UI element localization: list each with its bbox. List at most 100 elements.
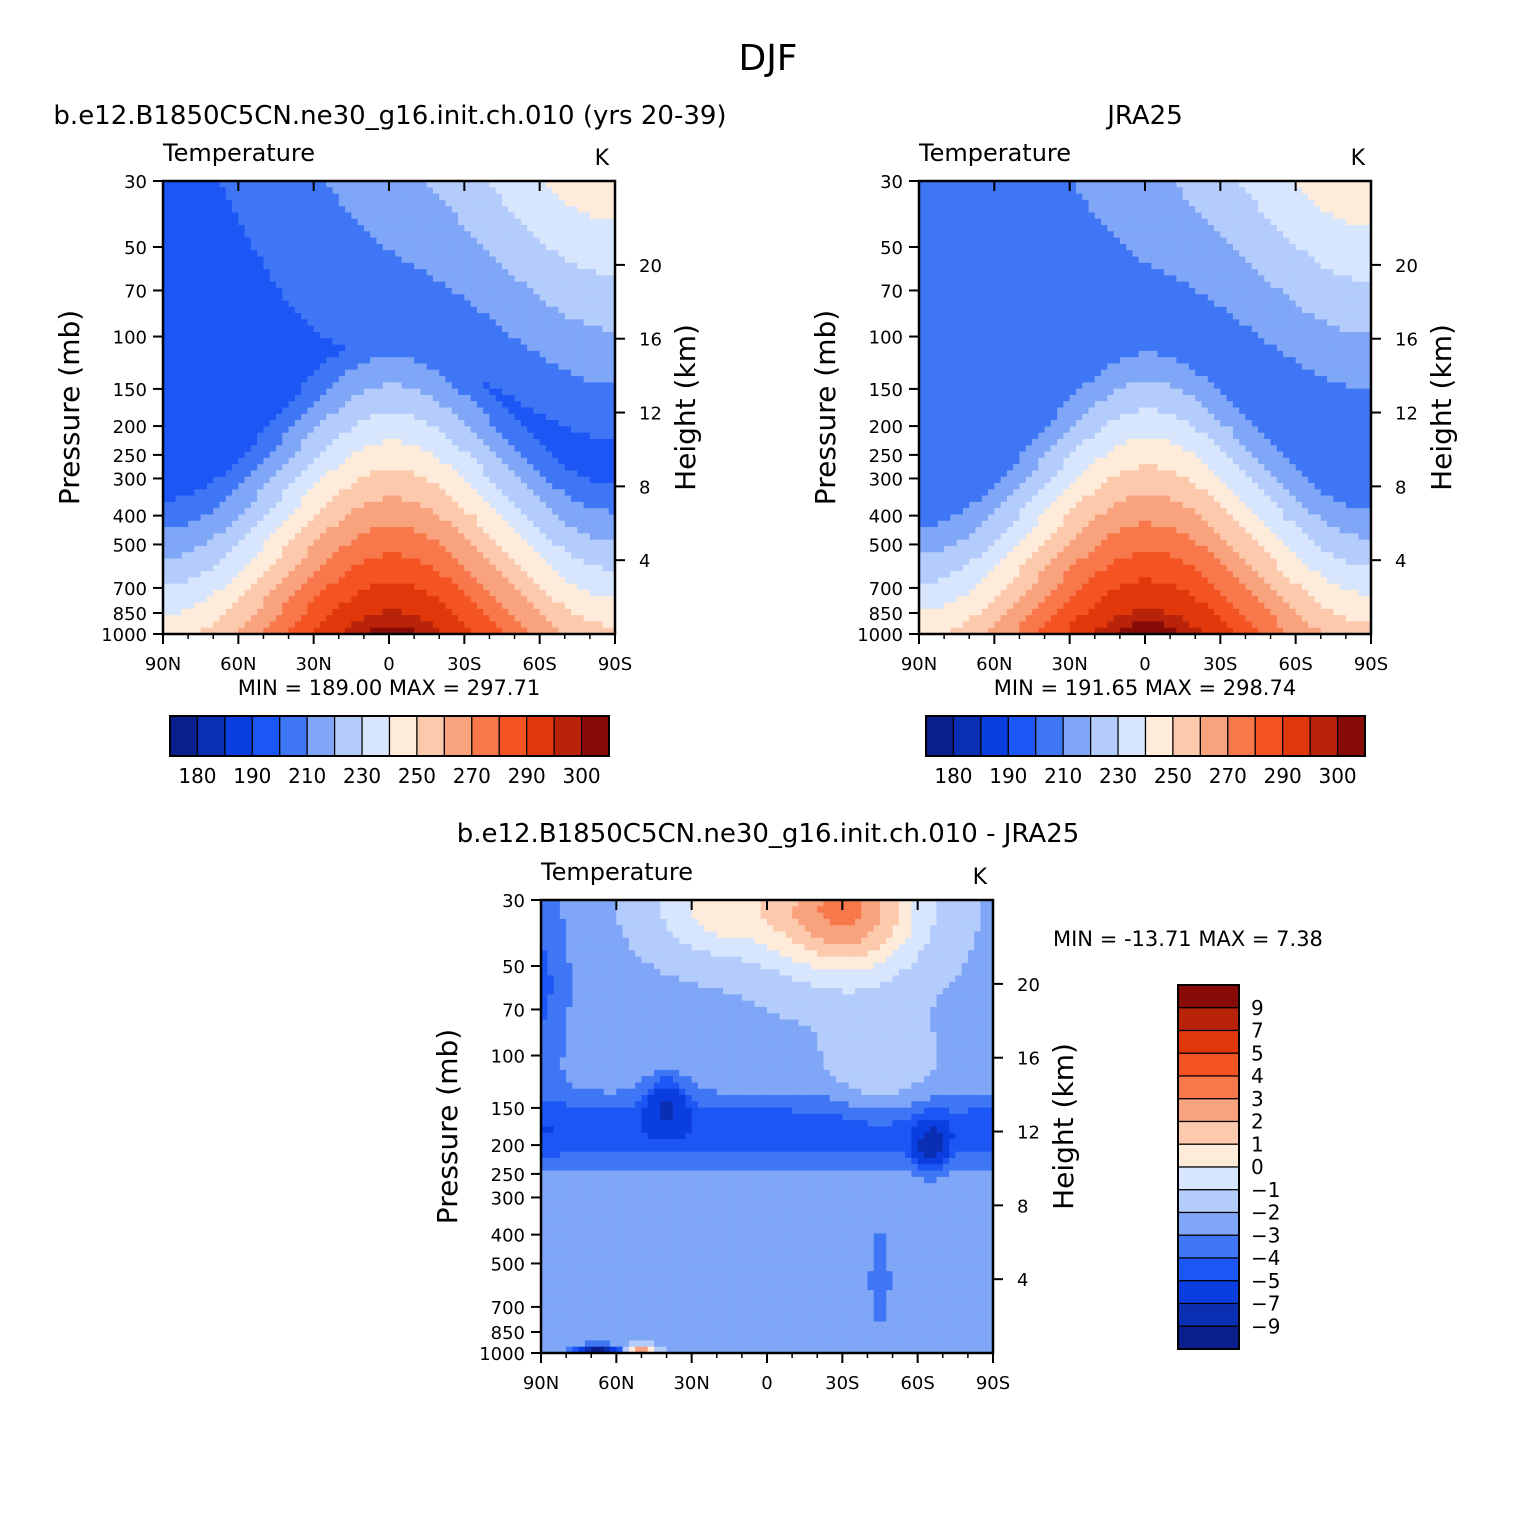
field-cell <box>584 326 591 333</box>
field-cell <box>559 395 566 402</box>
field-cell <box>320 470 327 477</box>
field-cell <box>540 514 547 521</box>
field-cell <box>395 370 402 377</box>
field-cell <box>307 244 314 251</box>
field-cell <box>314 370 321 377</box>
field-cell <box>263 571 270 578</box>
field-cell <box>402 332 409 339</box>
field-cell <box>502 433 509 440</box>
field-cell <box>414 238 421 245</box>
field-cell <box>289 389 296 396</box>
field-cell <box>257 584 264 591</box>
field-cell <box>376 401 383 408</box>
field-cell <box>232 590 239 597</box>
field-cell <box>565 533 572 540</box>
field-cell <box>408 288 415 295</box>
field-cell <box>376 496 383 503</box>
field-cell <box>508 307 515 314</box>
field-cell <box>471 187 478 194</box>
field-cell <box>226 533 233 540</box>
field-cell <box>370 533 377 540</box>
field-cell <box>471 389 478 396</box>
field-cell <box>238 187 245 194</box>
field-cell <box>182 489 189 496</box>
field-cell <box>176 212 183 219</box>
field-cell <box>295 408 302 415</box>
field-cell <box>326 458 333 465</box>
field-cell <box>257 426 264 433</box>
field-cell <box>282 408 289 415</box>
field-cell <box>194 571 201 578</box>
field-cell <box>590 238 597 245</box>
field-cell <box>326 584 333 591</box>
field-cell <box>402 533 409 540</box>
field-cell <box>590 307 597 314</box>
field-cell <box>326 212 333 219</box>
field-cell <box>515 571 522 578</box>
field-cell <box>515 382 522 389</box>
field-cell <box>289 219 296 226</box>
field-cell <box>552 401 559 408</box>
field-cell <box>351 496 358 503</box>
field-cell <box>602 382 609 389</box>
field-cell <box>571 426 578 433</box>
field-cell <box>471 244 478 251</box>
field-cell <box>358 565 365 572</box>
field-cell <box>176 206 183 213</box>
field-cell <box>370 200 377 207</box>
field-cell <box>345 401 352 408</box>
field-cell <box>251 571 258 578</box>
field-cell <box>182 464 189 471</box>
field-cell <box>314 294 321 301</box>
field-cell <box>420 382 427 389</box>
field-cell <box>464 338 471 345</box>
field-cell <box>584 389 591 396</box>
field-cell <box>176 470 183 477</box>
field-cell <box>207 433 214 440</box>
field-cell <box>452 212 459 219</box>
field-cell <box>339 502 346 509</box>
field-cell <box>596 244 603 251</box>
field-cell <box>596 521 603 528</box>
field-cell <box>251 250 258 257</box>
field-cell <box>590 527 597 534</box>
field-cell <box>496 269 503 276</box>
field-cell <box>188 282 195 289</box>
field-cell <box>402 294 409 301</box>
field-cell <box>527 395 534 402</box>
field-cell <box>358 219 365 226</box>
field-cell <box>464 483 471 490</box>
field-cell <box>521 194 528 201</box>
field-cell <box>471 345 478 352</box>
field-cell <box>408 282 415 289</box>
field-cell <box>559 414 566 421</box>
field-cell <box>345 452 352 459</box>
field-cell <box>333 426 340 433</box>
field-cell <box>427 540 434 547</box>
field-cell <box>364 483 371 490</box>
field-cell <box>201 395 208 402</box>
field-cell <box>521 577 528 584</box>
field-cell <box>414 345 421 352</box>
field-cell <box>571 533 578 540</box>
field-cell <box>383 345 390 352</box>
field-cell <box>546 301 553 308</box>
field-cell <box>295 527 302 534</box>
field-cell <box>207 370 214 377</box>
field-cell <box>602 496 609 503</box>
field-cell <box>596 301 603 308</box>
field-cell <box>590 609 597 616</box>
field-cell <box>276 533 283 540</box>
field-cell <box>577 577 584 584</box>
field-cell <box>326 445 333 452</box>
field-cell <box>201 244 208 251</box>
field-cell <box>552 458 559 465</box>
field-cell <box>257 439 264 446</box>
field-cell <box>464 326 471 333</box>
field-cell <box>521 514 528 521</box>
field-cell <box>508 294 515 301</box>
field-cell <box>414 552 421 559</box>
field-cell <box>289 338 296 345</box>
field-cell <box>584 414 591 421</box>
field-cell <box>238 338 245 345</box>
